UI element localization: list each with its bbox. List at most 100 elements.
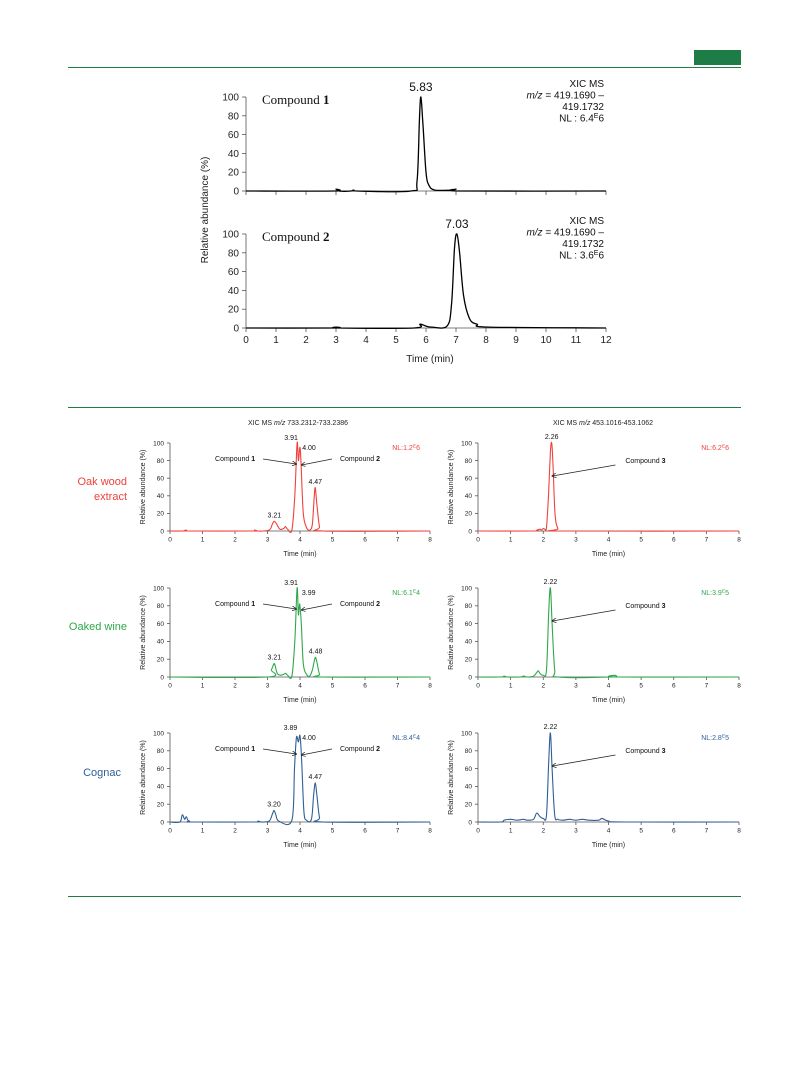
oak-left-xtick-label: 3 [266,537,270,544]
fig1-bottom-title: Compound 2 [262,229,330,244]
wine-left-ylabel: Relative abundance (%) [140,595,147,670]
top-rule [68,67,741,68]
oak-left-peak-label: 3.21 [268,512,282,519]
cognac-left-xtick-label: 1 [201,828,205,835]
fig1-bottom-ytick-label: 80 [228,248,240,259]
fig1-top-annot-nl: NL : 6.4E6 [559,113,604,125]
wine-left-xtick-label: 5 [331,683,335,690]
wine-left-compound1-arrow [263,603,296,609]
wine-right-compound3-arrow [552,609,616,621]
wine-right-ytick-label: 0 [468,674,472,681]
fig1-bottom-xtick-label: 0 [243,335,249,346]
fig1-ylabel: Relative abundance (%) [200,157,211,264]
cognac-left-ytick-label: 40 [157,784,165,791]
cognac-left-peak-label: 4.00 [302,735,316,742]
cognac-left-ytick-label: 80 [157,748,165,755]
wine-left-xtick-label: 3 [266,683,270,690]
middle-rule [68,407,741,408]
oak-right-compound3-arrow [552,464,616,476]
fig1-top-annot-1: XIC MS [570,79,605,90]
wine-right-xtick-label: 2 [541,683,545,690]
oak-right-xlabel: Time (min) [592,551,625,558]
cognac-left-xtick-label: 7 [396,828,400,835]
fig1-top-ytick-label: 40 [228,149,240,160]
cognac-right-nl: NL:2.8E5 [701,734,729,742]
wine-left-peak-label: 4.48 [309,648,323,655]
fig1-bottom-xtick-label: 7 [453,335,459,346]
cognac-left-xtick-label: 4 [298,828,302,835]
wine-right-xtick-label: 6 [672,683,676,690]
fig1-top-ytick-label: 20 [228,168,240,179]
corner-tab [694,50,741,65]
oak-right-ytick-label: 20 [465,511,473,518]
oak-left-xtick-label: 1 [201,537,205,544]
cognac-right-xtick-label: 7 [705,828,709,835]
oak-right-ytick-label: 40 [465,493,473,500]
fig1-bottom-ytick-label: 0 [233,324,239,335]
wine-left-peak-label: 3.99 [302,590,316,597]
cognac-left-compound1-label: Compound 1 [215,746,255,753]
cognac-left-xtick-label: 6 [363,828,367,835]
cognac-right-ytick-label: 20 [465,801,473,808]
cognac-left-ytick-label: 100 [153,730,164,737]
cognac-right-xtick-label: 6 [672,828,676,835]
cognac-right-series-line [477,732,740,823]
fig1-bottom-series-line [245,233,607,329]
wine-right-nl: NL:3.9E5 [701,589,729,597]
cognac-right-xtick-label: 1 [509,828,513,835]
fig1-bottom-xtick-label: 1 [273,335,279,346]
oak-left-nl: NL:1.2E6 [392,444,420,452]
row-label-oak-2: extract [94,491,127,503]
oak-left-ytick-label: 0 [160,528,164,535]
cognac-left-ytick-label: 0 [160,819,164,826]
cognac-left-nl: NL:8.4E4 [392,734,420,742]
wine-left-peak-label: 3.21 [268,655,282,662]
oak-right-ytick-label: 100 [461,440,472,447]
fig1-top-title: Compound 1 [262,92,330,107]
fig1-bottom-xtick-label: 9 [513,335,519,346]
cognac-left-ytick-label: 60 [157,766,165,773]
oak-left-xtick-label: 7 [396,537,400,544]
cognac-right-ytick-label: 100 [461,730,472,737]
wine-right-xtick-label: 4 [607,683,611,690]
wine-right-ytick-label: 60 [465,621,473,628]
oak-right-series-line [477,441,740,532]
cognac-left-xtick-label: 0 [168,828,172,835]
fig1-top-annot-2: m/z = 419.1690 – [526,91,604,102]
cognac-right-xtick-label: 4 [607,828,611,835]
oak-right-ytick-label: 0 [468,528,472,535]
cognac-right-ylabel: Relative abundance (%) [448,740,455,815]
wine-right-xtick-label: 1 [509,683,513,690]
wine-left-compound2-arrow [302,603,333,610]
fig1-bottom-ytick-label: 60 [228,267,240,278]
cognac-left-series-line [169,734,431,826]
wine-right-xtick-label: 5 [639,683,643,690]
oak-left-ytick-label: 100 [153,440,164,447]
cognac-right-xtick-label: 2 [541,828,545,835]
cognac-right-peak-label: 2.22 [544,724,558,731]
oak-right-xtick-label: 4 [607,537,611,544]
wine-left-xtick-label: 1 [201,683,205,690]
wine-left-xtick-label: 7 [396,683,400,690]
wine-left-xtick-label: 4 [298,683,302,690]
oak-left-peak-label: 3.91 [284,435,298,442]
wine-right-xtick-label: 3 [574,683,578,690]
wine-right-series-line [477,587,740,679]
cognac-right-xtick-label: 5 [639,828,643,835]
oak-left-xtick-label: 6 [363,537,367,544]
cognac-right-xlabel: Time (min) [592,842,625,849]
oak-left-compound1-arrow [263,458,296,464]
oak-left-peak-label: 4.47 [308,479,322,486]
oak-left-compound2-label: Compound 2 [340,456,380,463]
cognac-left-compound2-arrow [302,748,333,755]
fig1-bottom-xtick-label: 8 [483,335,489,346]
cognac-right-ytick-label: 60 [465,766,473,773]
wine-right-ytick-label: 40 [465,639,473,646]
bottom-rule [68,896,741,897]
oak-left-xtick-label: 2 [233,537,237,544]
oak-right-xtick-label: 6 [672,537,676,544]
oak-right-peak-label: 2.26 [545,434,559,441]
oak-left-ytick-label: 20 [157,511,165,518]
wine-right-peak-label: 2.22 [544,579,558,586]
